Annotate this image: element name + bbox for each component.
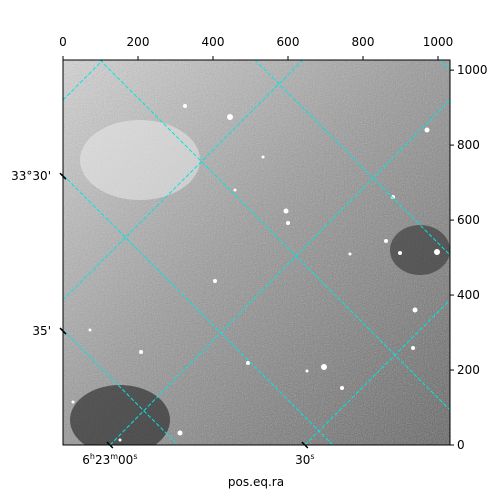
y-tick-label: 800	[457, 138, 480, 152]
world-y-tick-label: 33°30'	[11, 169, 51, 183]
x-tick-label: 800	[352, 35, 375, 49]
world-grid	[63, 60, 450, 445]
world-x-tick-label: 30s	[295, 452, 314, 467]
x-tick-label: 200	[127, 35, 150, 49]
x-tick-label: 1000	[423, 35, 454, 49]
y-tick-label: 400	[457, 288, 480, 302]
y-tick-label: 1000	[457, 63, 488, 77]
y-tick-label: 200	[457, 363, 480, 377]
world-x-tick-label: 6h23m00s	[82, 452, 137, 467]
world-y-tick	[59, 172, 67, 180]
x-tick-label: 0	[59, 35, 67, 49]
sky-image	[63, 60, 450, 445]
world-x-tick	[106, 441, 114, 449]
y-tick-label: 600	[457, 213, 480, 227]
x-tick-label: 400	[202, 35, 225, 49]
axes-frame	[62, 59, 451, 446]
world-y-tick-label: 35'	[32, 324, 51, 338]
world-y-tick	[59, 327, 67, 335]
world-x-tick	[301, 441, 309, 449]
x-tick-label: 600	[277, 35, 300, 49]
y-tick-label: 0	[457, 438, 465, 452]
x-axis-label: pos.eq.ra	[228, 475, 284, 489]
